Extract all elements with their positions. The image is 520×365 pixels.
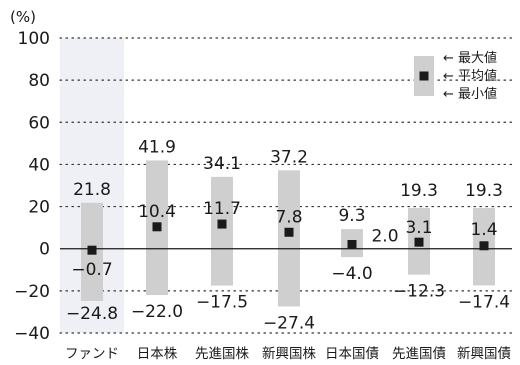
mean-label: 1.4 [470,220,497,240]
mean-markers [87,219,489,255]
y-tick-label: 60 [28,113,50,133]
value-labels: 21.8 −0.7 −24.8 41.9 10.4 −22.0 34.1 11.7 −17.5 3… [66,137,510,333]
category-label: 日本国債 [325,346,379,362]
category-label: 新興国株 [262,346,316,362]
category-label: 先進国株 [195,346,249,362]
y-tick-label: −20 [14,282,50,302]
min-label: −24.8 [66,304,118,324]
min-label: −17.4 [458,292,510,312]
max-label: 21.8 [73,180,111,200]
category-label: 新興国債 [457,346,511,362]
max-label: 19.3 [400,181,438,201]
mean-marker [87,245,97,255]
category-label: 日本株 [137,346,178,362]
min-label: −27.4 [263,313,315,333]
y-tick-labels: −40 −20 0 20 40 60 80 100 [14,29,50,344]
mean-marker [414,237,424,247]
max-label: 37.2 [270,147,308,167]
legend-max-label: ← 最大値 [443,50,497,66]
min-label: −22.0 [131,302,183,322]
range-bar [278,170,300,307]
y-tick-label: 80 [28,71,50,91]
min-label: −4.0 [331,264,372,284]
legend-mean-label: ← 平均値 [443,68,497,84]
mean-label: 11.7 [203,199,241,219]
mean-marker [152,222,162,232]
max-label: 41.9 [138,137,176,157]
y-tick-label: 0 [39,240,50,260]
mean-marker [479,241,489,251]
y-tick-label: 100 [18,29,50,49]
category-labels: ファンド 日本株 先進国株 新興国株 日本国債 先進国債 新興国債 [65,346,511,362]
legend-min-label: ← 最小値 [443,86,497,102]
y-tick-label: 40 [28,155,50,175]
max-label: 9.3 [338,206,365,226]
mean-marker [217,219,227,229]
legend-mean-marker [419,71,429,81]
mean-label: 7.8 [275,207,302,227]
min-label: −12.3 [393,282,445,302]
y-tick-label: 20 [28,198,50,218]
mean-label: 3.1 [405,218,432,238]
mean-marker [284,227,294,237]
mean-marker [347,240,357,249]
legend: ← 最大値 ← 平均値 ← 最小値 [414,50,497,102]
max-label: 19.3 [465,181,503,201]
category-label: ファンド [65,346,119,362]
range-bar [211,176,233,286]
mean-label: 2.0 [371,227,398,247]
y-unit-label: (%) [10,8,36,26]
range-bars [81,160,495,307]
y-tick-label: −40 [14,324,50,344]
min-label: −17.5 [196,293,248,313]
mean-label: −0.7 [71,260,112,280]
mean-label: 10.4 [138,202,176,222]
category-label: 先進国債 [392,346,446,362]
max-label: 34.1 [203,154,241,174]
